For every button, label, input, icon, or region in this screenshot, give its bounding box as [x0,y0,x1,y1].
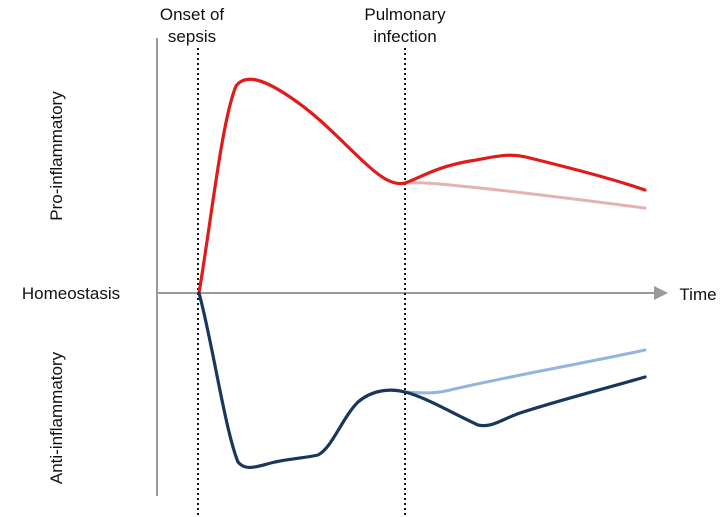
anti-inflammatory-label: Anti-inflammatory [47,351,66,484]
time-label: Time [679,285,716,304]
pro-inflammatory-label: Pro-inflammatory [47,91,66,221]
anti-inflammatory-baseline-curve [403,348,647,395]
pro-inflammatory-baseline-curve [403,181,647,210]
pro-inflammatory-curve [197,77,647,295]
x-axis-arrowhead [654,286,668,300]
infection-label-line2: infection [373,27,436,46]
onset-label-line1: Onset of [160,5,225,24]
anti-inflammatory-curve [197,291,647,470]
infection-label-line1: Pulmonary [364,5,446,24]
homeostasis-label: Homeostasis [22,284,120,303]
onset-label-line2: sepsis [168,27,216,46]
